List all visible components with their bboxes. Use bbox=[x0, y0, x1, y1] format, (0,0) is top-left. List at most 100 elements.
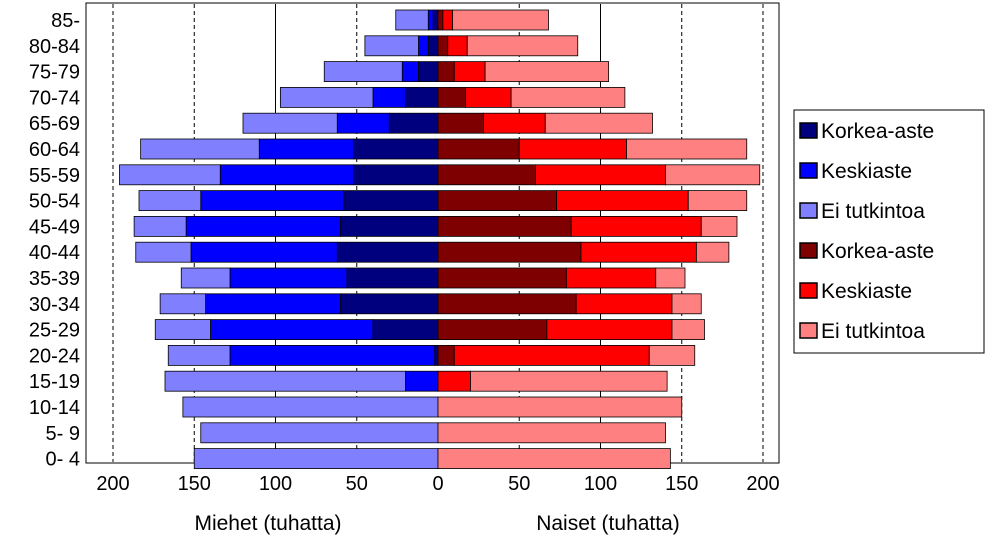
category-label: 85- bbox=[51, 10, 80, 32]
legend-swatch bbox=[799, 202, 818, 219]
bar-women bbox=[580, 241, 697, 263]
bar-men bbox=[372, 87, 406, 108]
legend-label: Keskiaste bbox=[821, 160, 912, 183]
bar-men bbox=[336, 241, 439, 263]
bar-women bbox=[437, 35, 449, 57]
x-tick-label: 150 bbox=[178, 473, 211, 495]
x-tick-label: 0 bbox=[432, 473, 443, 495]
bar-men bbox=[229, 267, 348, 289]
bar-women bbox=[671, 319, 705, 341]
bar-women bbox=[437, 319, 548, 341]
bar-men bbox=[427, 9, 434, 31]
bar-men bbox=[372, 319, 439, 341]
bar-women bbox=[437, 267, 567, 289]
bar-men bbox=[154, 319, 211, 341]
bar-women bbox=[442, 9, 454, 31]
bar-women bbox=[626, 138, 748, 160]
legend-label: Korkea-aste bbox=[821, 120, 934, 143]
bar-men bbox=[229, 344, 436, 366]
bar-men bbox=[140, 138, 260, 160]
category-label: 10-14 bbox=[29, 397, 80, 419]
bar-women bbox=[570, 215, 702, 237]
bar-women bbox=[484, 61, 610, 82]
bar-men bbox=[182, 396, 439, 418]
bar-women bbox=[437, 370, 471, 392]
bar-men bbox=[200, 190, 345, 212]
bar-men bbox=[346, 267, 439, 289]
bar-women bbox=[518, 138, 627, 160]
bar-men bbox=[405, 370, 439, 392]
bar-women bbox=[447, 35, 468, 57]
bar-men bbox=[190, 241, 338, 263]
bar-men bbox=[167, 344, 231, 366]
category-label: 20-24 bbox=[29, 345, 80, 367]
category-label: 65-69 bbox=[29, 113, 80, 135]
category-label: 15-19 bbox=[29, 371, 80, 393]
x-tick-labels: 200 150 100 50 0 50 100 150 200 bbox=[96, 473, 779, 495]
category-label: 60-64 bbox=[29, 139, 80, 161]
legend-items: Korkea-aste Keskiaste Ei tutkintoa Korkea-a… bbox=[799, 120, 934, 343]
legend-swatch bbox=[799, 242, 818, 259]
legend-label: Keskiaste bbox=[821, 280, 912, 303]
bar-women bbox=[544, 112, 653, 134]
bar-men bbox=[418, 35, 429, 57]
legend-swatch bbox=[799, 122, 818, 139]
bar-men bbox=[138, 190, 202, 212]
legend-swatch bbox=[799, 322, 818, 339]
bar-men bbox=[133, 215, 187, 237]
legend-label: Korkea-aste bbox=[821, 240, 934, 263]
category-label: 50-54 bbox=[29, 191, 80, 213]
x-tick-label: 200 bbox=[96, 473, 129, 495]
category-label: 25-29 bbox=[29, 320, 80, 342]
legend-frame bbox=[793, 109, 985, 354]
bar-women bbox=[437, 396, 683, 418]
bar-women bbox=[437, 164, 536, 186]
bar-women bbox=[437, 215, 572, 237]
category-label: 5- 9 bbox=[46, 423, 80, 445]
bar-men bbox=[340, 215, 439, 237]
bar-men bbox=[340, 293, 439, 315]
bar-women bbox=[565, 267, 657, 289]
bar-women bbox=[535, 164, 666, 186]
bar-women bbox=[700, 215, 738, 237]
legend-swatch bbox=[799, 282, 818, 299]
legend-label: Ei tutkintoa bbox=[821, 200, 925, 223]
x-tick-label: 200 bbox=[746, 473, 779, 495]
bar-men bbox=[159, 293, 207, 315]
bar-women bbox=[437, 344, 455, 366]
x-tick-label: 150 bbox=[665, 473, 698, 495]
bar-men bbox=[193, 448, 439, 470]
category-label: 75-79 bbox=[29, 62, 80, 84]
bar-women bbox=[510, 87, 626, 108]
bar-men bbox=[279, 87, 374, 108]
bar-women bbox=[437, 61, 455, 82]
bar-men bbox=[418, 61, 439, 82]
bar-women bbox=[453, 61, 486, 82]
bar-men bbox=[427, 35, 439, 57]
category-label: 35-39 bbox=[29, 268, 80, 290]
bar-men bbox=[405, 87, 439, 108]
bar-men bbox=[219, 164, 354, 186]
bars-group bbox=[119, 9, 761, 470]
bar-men bbox=[388, 112, 439, 134]
bar-men bbox=[210, 319, 374, 341]
bar-women bbox=[687, 190, 748, 212]
bar-women bbox=[437, 422, 666, 444]
category-label: 40-44 bbox=[29, 242, 80, 264]
x-tick-label: 100 bbox=[259, 473, 292, 495]
bar-men bbox=[200, 422, 439, 444]
bar-women bbox=[453, 344, 650, 366]
category-label: 80-84 bbox=[29, 36, 80, 58]
bar-women bbox=[655, 267, 686, 289]
category-label: 45-49 bbox=[29, 216, 80, 238]
bar-men bbox=[119, 164, 221, 186]
bar-women bbox=[466, 35, 579, 57]
bar-women bbox=[437, 112, 484, 134]
bar-women bbox=[437, 293, 577, 315]
bar-women bbox=[665, 164, 761, 186]
x-tick-label: 50 bbox=[508, 473, 530, 495]
bar-women bbox=[556, 190, 689, 212]
bar-women bbox=[452, 9, 549, 31]
bar-men bbox=[353, 138, 439, 160]
